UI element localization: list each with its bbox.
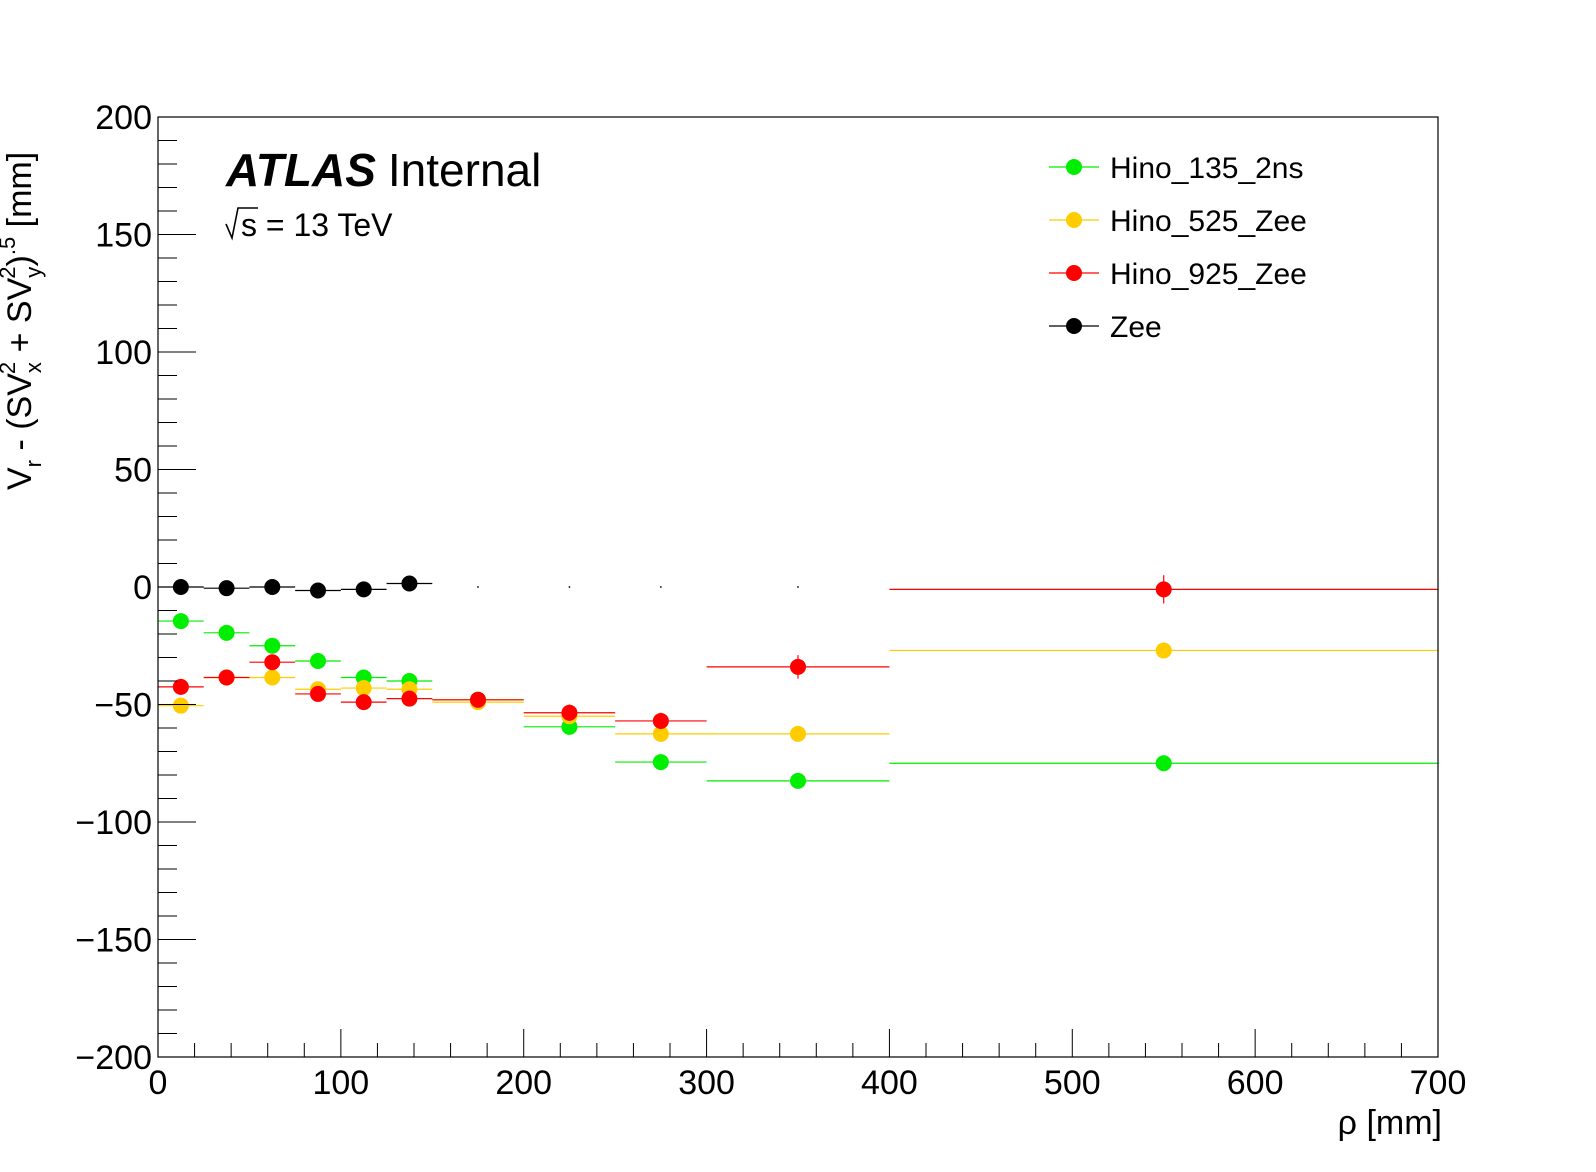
data-point: [653, 713, 669, 729]
legend-label: Zee: [1110, 311, 1162, 344]
empty-bin-marker: [477, 586, 479, 588]
x-tick-label: 700: [1410, 1064, 1467, 1102]
data-point: [401, 575, 417, 591]
empty-bin-marker: [660, 586, 662, 588]
y-tick-label: 100: [95, 334, 152, 372]
empty-bin-marker: [797, 586, 799, 588]
data-point: [173, 613, 189, 629]
legend-label: Hino_525_Zee: [1110, 205, 1307, 238]
energy-text: s = 13 TeV: [241, 207, 393, 243]
data-point: [310, 686, 326, 702]
legend-marker: [1066, 212, 1082, 228]
data-point: [356, 694, 372, 710]
y-tick-label: 200: [95, 99, 152, 137]
energy-label: s = 13 TeV: [226, 207, 393, 243]
x-axis-title: ρ [mm]: [1338, 1104, 1442, 1142]
data-point: [470, 692, 486, 708]
data-point: [653, 754, 669, 770]
y-tick-label: 50: [114, 452, 152, 490]
data-point: [264, 638, 280, 654]
x-tick-label: 500: [1044, 1064, 1101, 1102]
x-tick-label: 100: [312, 1064, 369, 1102]
data-point: [310, 653, 326, 669]
x-tick-label: 200: [495, 1064, 552, 1102]
data-point: [356, 680, 372, 696]
y-tick-label: −100: [75, 804, 152, 842]
legend-label: Hino_135_2ns: [1110, 152, 1304, 185]
empty-bin-marker: [569, 586, 571, 588]
x-tick-label: 300: [678, 1064, 735, 1102]
data-point: [1156, 581, 1172, 597]
data-point: [790, 726, 806, 742]
legend-label: Hino_925_Zee: [1110, 258, 1307, 291]
data-point: [401, 691, 417, 707]
data-point: [1156, 642, 1172, 658]
data-point: [790, 773, 806, 789]
data-point: [561, 705, 577, 721]
data-point: [219, 669, 235, 685]
x-tick-label: 400: [861, 1064, 918, 1102]
data-point: [264, 654, 280, 670]
data-point: [790, 659, 806, 675]
data-point: [1156, 755, 1172, 771]
data-point: [264, 579, 280, 595]
y-tick-label: −200: [75, 1039, 152, 1077]
x-tick-label: 600: [1227, 1064, 1284, 1102]
y-tick-label: −150: [75, 922, 152, 960]
legend-marker: [1066, 159, 1082, 175]
data-point: [310, 583, 326, 599]
data-point: [356, 581, 372, 597]
y-tick-label: 0: [133, 569, 152, 607]
y-tick-label: −50: [94, 687, 152, 725]
y-tick-label: 150: [95, 217, 152, 255]
legend-marker: [1066, 318, 1082, 334]
data-point: [219, 580, 235, 596]
data-point: [264, 669, 280, 685]
data-point: [173, 698, 189, 714]
legend-marker: [1066, 265, 1082, 281]
data-point: [219, 625, 235, 641]
